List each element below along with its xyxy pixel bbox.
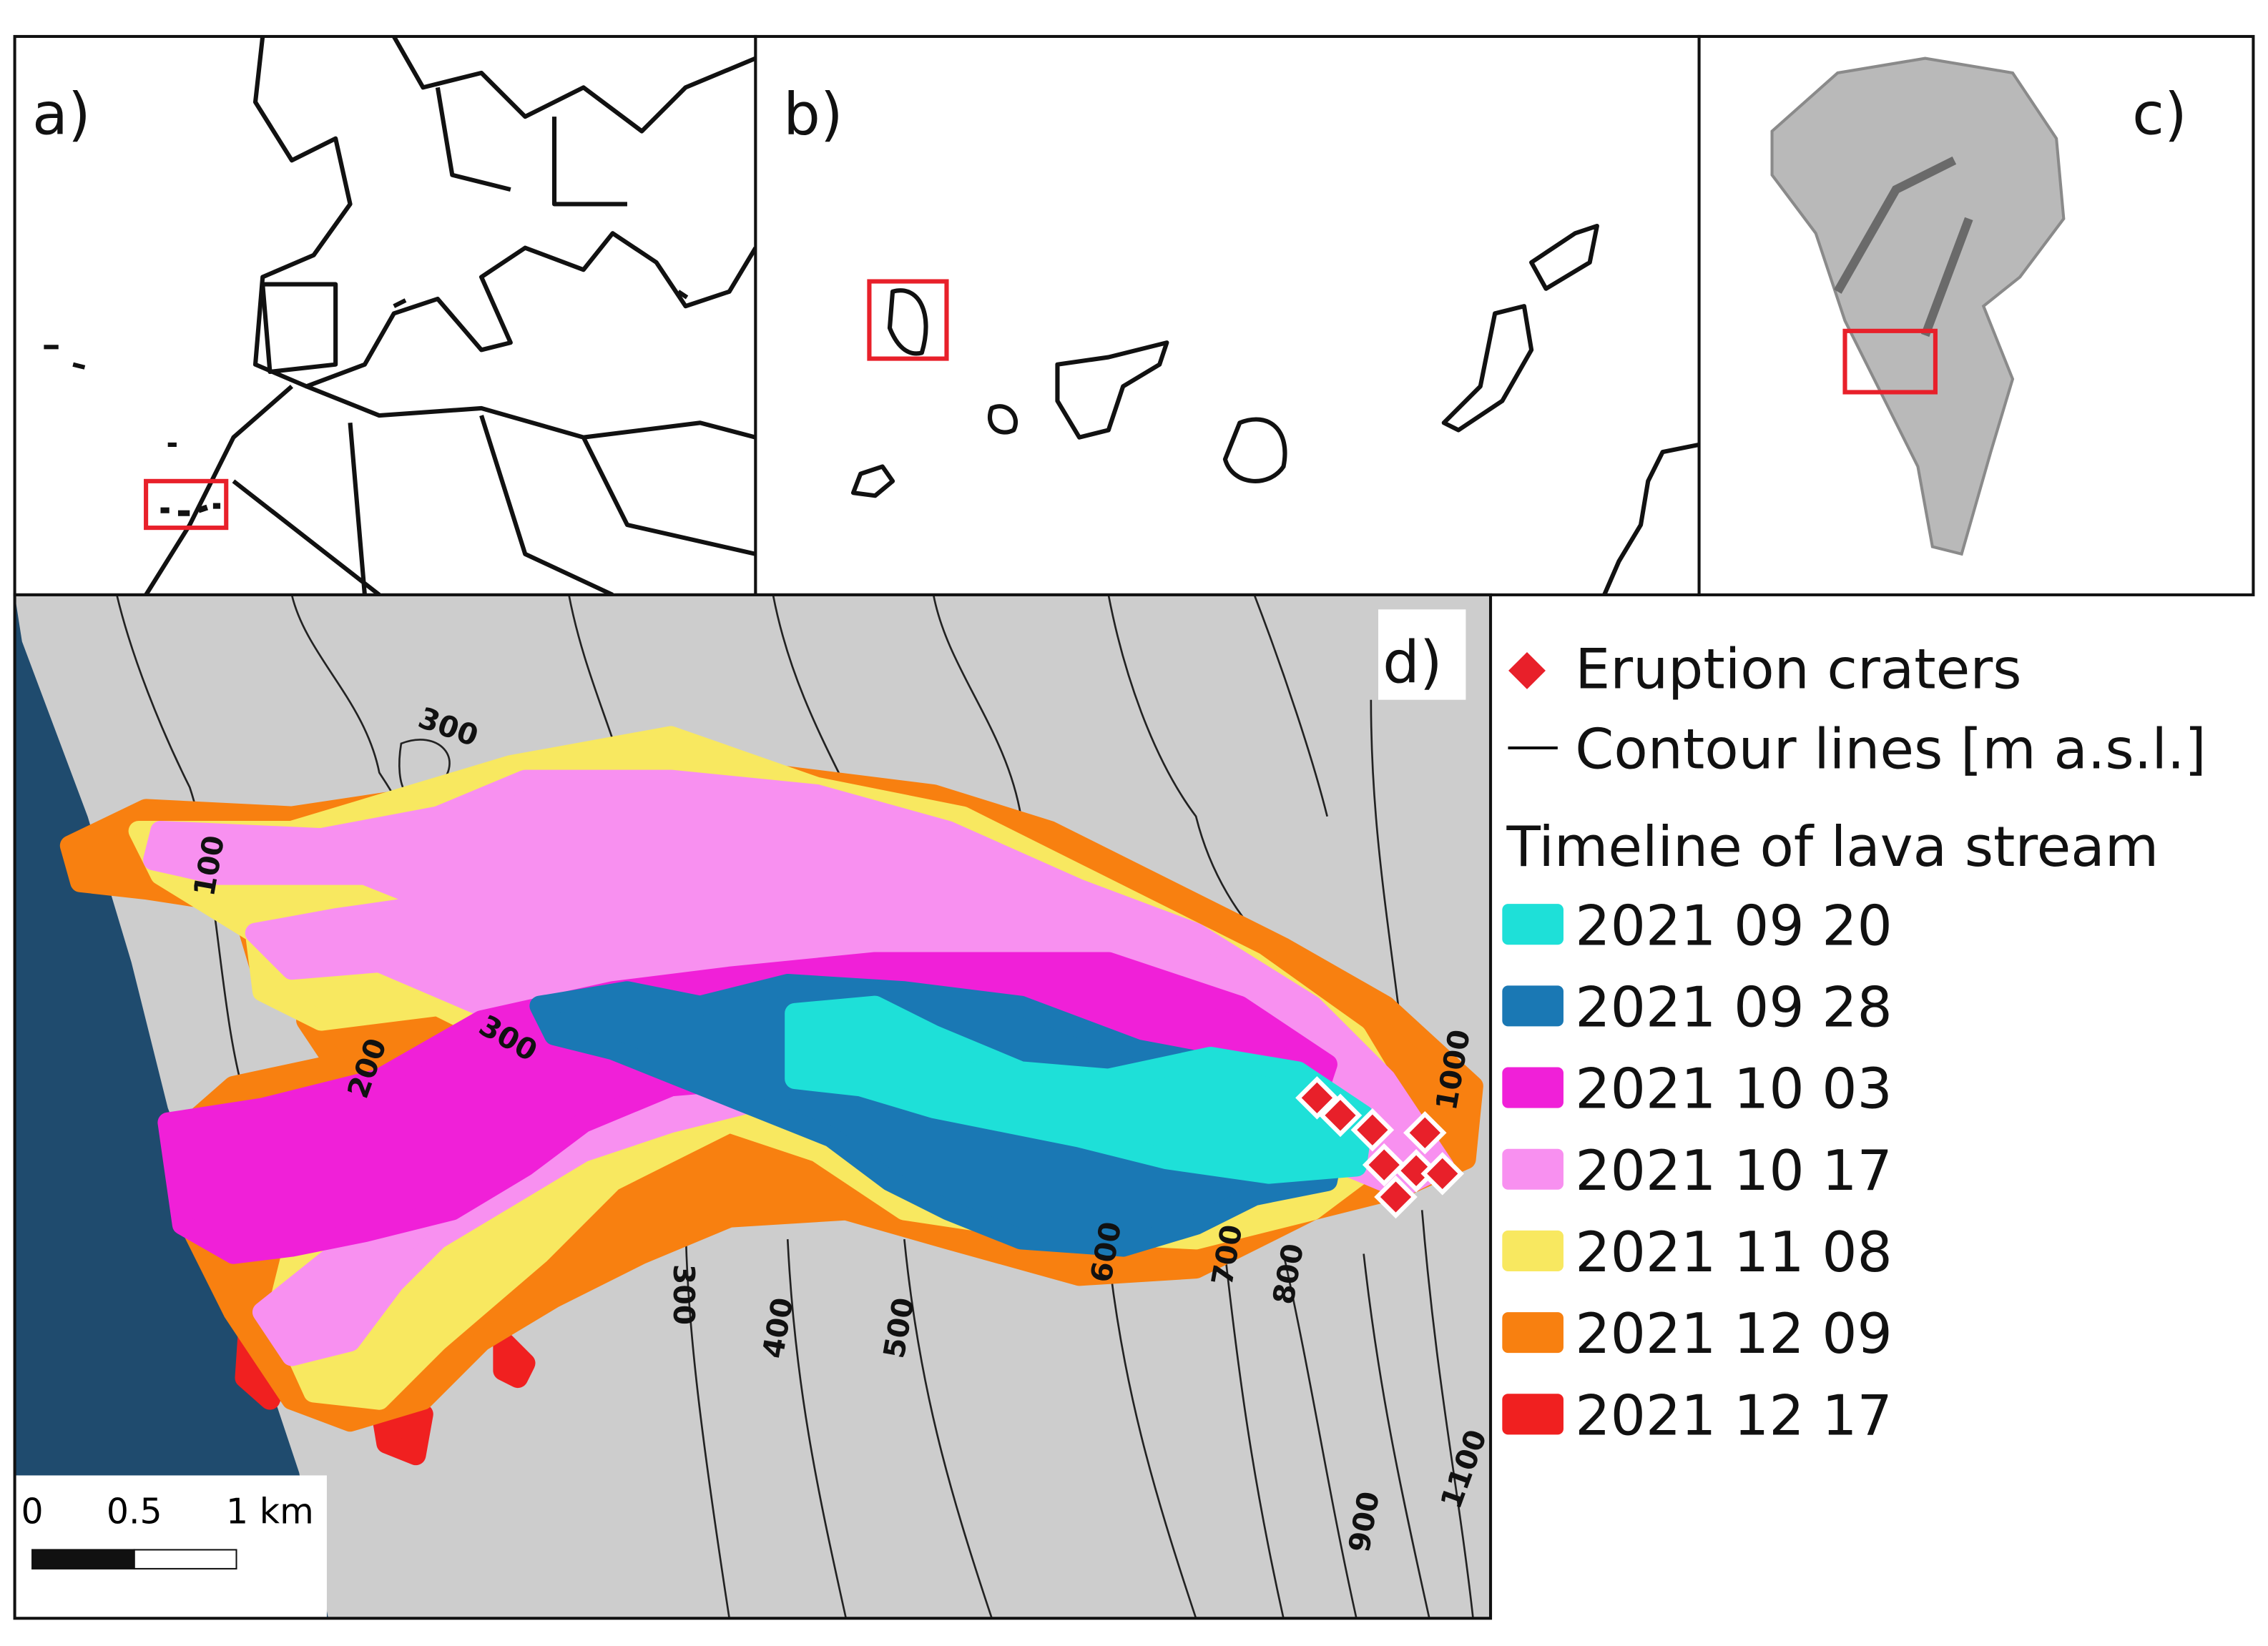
hillshade-island <box>1770 56 2066 556</box>
legend-swatch <box>1502 985 1563 1027</box>
legend-label: 2021 11 08 <box>1575 1221 1893 1285</box>
legend-swatch <box>1502 1394 1563 1435</box>
panel-a: a) <box>13 34 758 597</box>
legend-swatch <box>1502 1230 1563 1271</box>
scale-segment <box>133 1549 237 1569</box>
panel-frame <box>13 593 1493 1620</box>
panel-label: d) <box>1383 629 1443 696</box>
legend-symbol <box>1508 651 1546 689</box>
scale-bg <box>14 1475 327 1619</box>
crater <box>1350 1108 1395 1152</box>
legend-label: 2021 09 20 <box>1575 894 1893 958</box>
lava-2021-09-20 <box>785 995 1374 1184</box>
scale-label: 0 <box>21 1492 43 1532</box>
panel-label: c) <box>2132 81 2187 149</box>
scale-bar: 0 0.5 1 km <box>14 1475 327 1619</box>
crater <box>1403 1111 1447 1155</box>
crater <box>1295 1076 1339 1120</box>
label-bg <box>1378 609 1466 700</box>
crater <box>1318 1093 1363 1138</box>
inset-box <box>867 279 949 361</box>
panel-label: b) <box>783 81 843 149</box>
legend-label: 2021 10 03 <box>1575 1058 1893 1122</box>
inset-box <box>1842 328 1938 395</box>
panel-b: b) <box>754 34 1701 596</box>
legend-label: Contour lines [m a.s.l.] <box>1575 718 2206 782</box>
panel-frame <box>13 34 757 596</box>
la-palma <box>887 288 928 356</box>
ridge <box>1833 156 1973 337</box>
scale-label: 1 km <box>226 1492 314 1532</box>
contour-label: 300 <box>667 1264 701 1325</box>
crater <box>1394 1149 1438 1193</box>
legend-heading: Timeline of lava stream <box>1506 815 2159 879</box>
legend-swatch <box>1502 1312 1563 1354</box>
crater <box>1362 1143 1406 1187</box>
legend-label: 2021 12 09 <box>1575 1302 1893 1366</box>
canary-islands <box>160 503 221 516</box>
panel-c: c) <box>1697 34 2255 596</box>
inset-box <box>144 478 229 531</box>
legend-label: 2021 12 17 <box>1575 1384 1893 1448</box>
crater <box>1420 1152 1465 1196</box>
legend-label: 2021 10 17 <box>1575 1139 1893 1203</box>
islands <box>850 223 1700 596</box>
scale-segment <box>31 1549 135 1569</box>
islands <box>44 290 689 447</box>
legend: Eruption craters Contour lines [m a.s.l.… <box>1502 637 2206 1448</box>
eruption-craters <box>1295 1076 1465 1219</box>
crater <box>1374 1175 1418 1219</box>
panel-d: 300 100 200 300 300 400 500 600 700 800 … <box>13 593 1493 1620</box>
legend-label: Eruption craters <box>1575 637 2021 701</box>
coastline <box>252 36 758 389</box>
legend-swatch <box>1502 1067 1563 1108</box>
panel-label: a) <box>32 81 91 149</box>
panel-frame <box>754 34 1701 596</box>
scale-label: 0.5 <box>107 1492 162 1532</box>
legend-swatch <box>1502 1148 1563 1190</box>
legend-label: 2021 09 28 <box>1575 975 1893 1040</box>
legend-swatch <box>1502 904 1563 945</box>
